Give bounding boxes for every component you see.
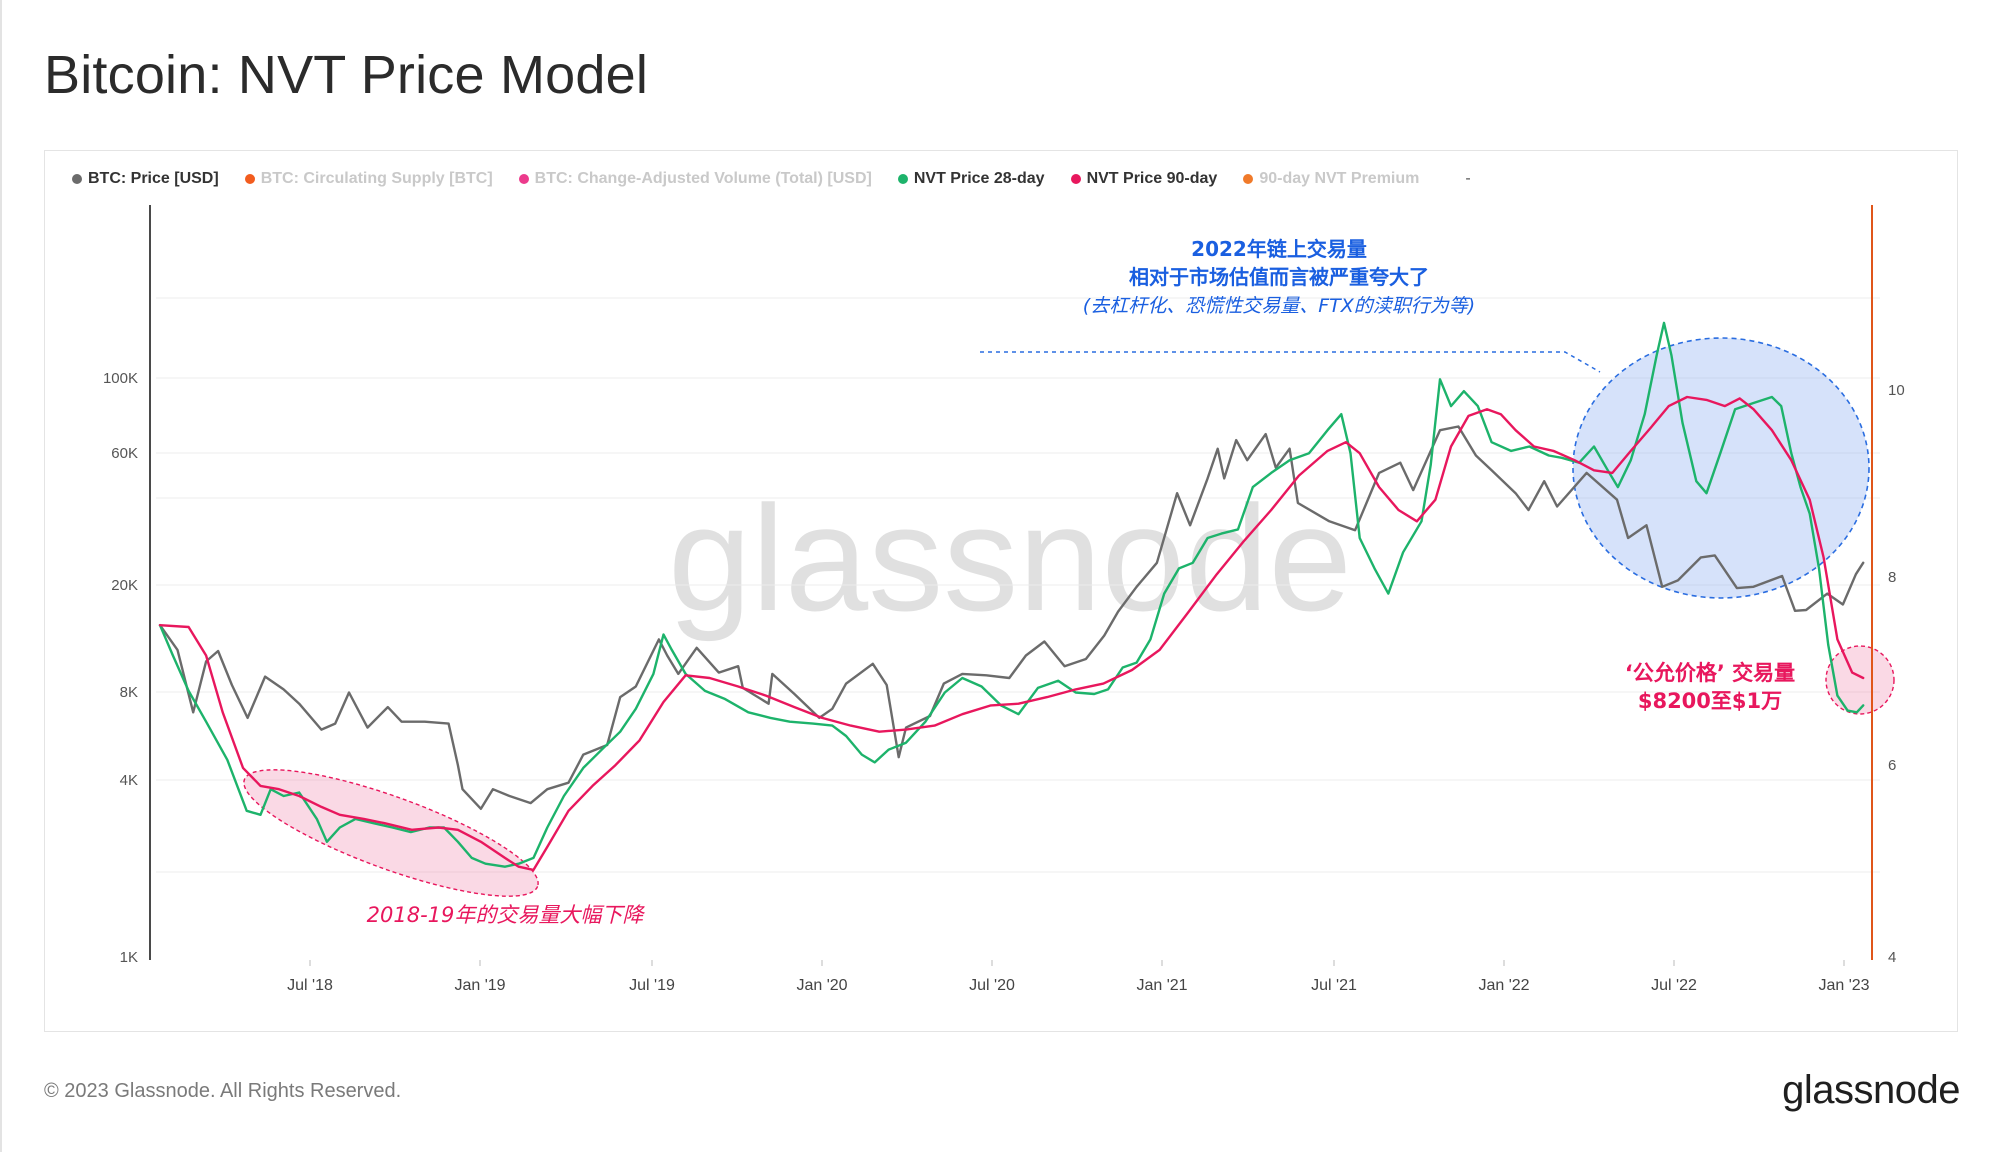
legend-label: NVT Price 28-day (913, 170, 1045, 187)
annotation-pink-circle (1825, 645, 1895, 715)
legend-label: 90-day NVT Premium (1259, 170, 1420, 187)
grid-layer (156, 297, 1880, 873)
legend-dot-icon (897, 174, 908, 184)
series-line-nvt-price-28-day (158, 321, 1865, 868)
x-tick-label: Jan '19 (454, 977, 505, 994)
legend-item-3[interactable]: NVT Price 28-day (897, 170, 1045, 188)
legend-item-1[interactable]: BTC: Circulating Supply [BTC] (244, 170, 493, 188)
page-title: Bitcoin: NVT Price Model (44, 45, 649, 105)
chart-legend: BTC: Price [USD] BTC: Circulating Supply … (72, 166, 1471, 192)
y-right-tick-label: 10 (1888, 382, 1905, 399)
annotation-top-line-2: 相对于市场估值而言被严重夸大了 (1129, 265, 1429, 289)
x-tick-label: Jul '22 (1651, 977, 1697, 994)
legend-more-toggle[interactable]: - (1465, 170, 1471, 187)
legend-dot-icon (518, 174, 529, 184)
y-left-tick-label: 100K (103, 370, 138, 387)
x-tick-label: Jul '18 (287, 977, 333, 994)
page-left-edge (0, 0, 2, 1152)
x-tick-label: Jul '19 (629, 977, 675, 994)
y-left-tick-label: 60K (111, 445, 138, 462)
legend-item-2[interactable]: BTC: Change-Adjusted Volume (Total) [USD… (518, 170, 872, 188)
legend-dot-icon (1243, 174, 1254, 184)
watermark: glassnode (668, 474, 1352, 642)
axis-layer: 1K 4K 8K 20K 60K 100K 4 6 8 10 Jul '18 Jan '19 Jul '… (103, 205, 1905, 994)
annotation-blue-leader (980, 351, 1601, 373)
y-left-tick-label: 8K (120, 684, 138, 701)
annotation-top-line-1: 2022年链上交易量 (1191, 237, 1367, 261)
series-line-nvt-price-90-day (158, 395, 1865, 872)
annotation-pink-ellipse (243, 769, 539, 897)
legend-dot-icon (72, 174, 82, 184)
x-tick-label: Jan '20 (796, 977, 847, 994)
y-right-tick-label: 8 (1888, 569, 1896, 586)
y-right-tick-label: 4 (1888, 949, 1896, 966)
legend-item-0[interactable]: BTC: Price [USD] (72, 170, 219, 188)
x-tick-label: Jan '23 (1818, 977, 1869, 994)
legend-label: BTC: Circulating Supply [BTC] (260, 170, 493, 187)
legend-item-5[interactable]: 90-day NVT Premium (1243, 170, 1419, 188)
y-right-tick-label: 6 (1888, 757, 1896, 774)
legend-dot-icon (244, 174, 255, 184)
annotation-top-line-3: (去杠杆化、恐慌性交易量、FTX的渎职行为等) (1083, 295, 1475, 317)
legend-label: BTC: Change-Adjusted Volume (Total) [USD… (534, 170, 872, 187)
y-left-tick-label: 4K (120, 772, 138, 789)
copyright-text: © 2023 Glassnode. All Rights Reserved. (44, 1080, 402, 1102)
legend-label: BTC: Price [USD] (88, 170, 219, 187)
series-line-btc-price-usd- (158, 425, 1865, 810)
legend-item-4[interactable]: NVT Price 90-day (1070, 170, 1218, 188)
x-tick-label: Jan '22 (1478, 977, 1529, 994)
annotation-bottom-left: 2018-19年的交易量大幅下降 (367, 903, 646, 927)
chart-frame (44, 150, 1958, 1032)
x-tick-label: Jul '21 (1311, 977, 1357, 994)
y-left-tick-label: 20K (111, 577, 138, 594)
x-tick-label: Jul '20 (969, 977, 1015, 994)
x-tick-label: Jan '21 (1136, 977, 1187, 994)
legend-label: NVT Price 90-day (1086, 170, 1218, 187)
glassnode-logo: glassnode (1782, 1068, 1960, 1112)
y-left-tick-label: 1K (120, 949, 138, 966)
annotation-right-line-1: ‘公允价格’ 交易量 (1625, 661, 1795, 685)
annotation-right-line-2: $8200至$1万 (1638, 689, 1782, 713)
series-layer (158, 321, 1865, 872)
legend-dot-icon (1070, 174, 1081, 184)
